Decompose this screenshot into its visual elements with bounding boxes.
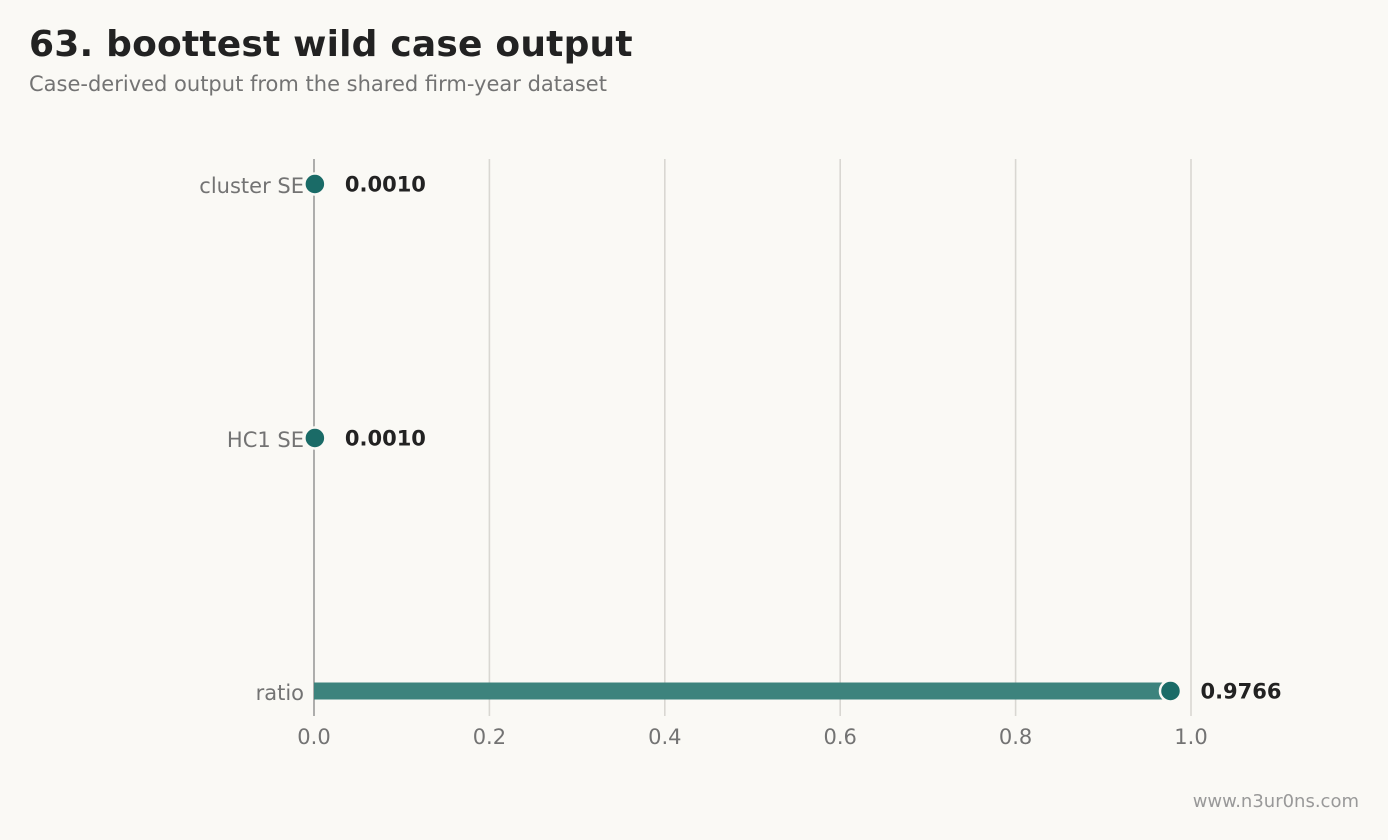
data-label: 0.9766 <box>1200 680 1281 704</box>
footer-credit: www.n3ur0ns.com <box>1192 791 1359 812</box>
x-tick-label: 0.6 <box>823 725 856 749</box>
x-tick-label: 0.0 <box>297 725 330 749</box>
data-point <box>1158 679 1183 703</box>
labels: 0.0 0.2 0.4 0.6 0.8 1.0 cluster SE 0.0010 HC1 SE… <box>199 173 1281 750</box>
category-label: cluster SE <box>199 174 304 198</box>
x-tick-label: 1.0 <box>1174 725 1207 749</box>
x-tick-label: 0.4 <box>648 725 681 749</box>
x-tick-label: 0.8 <box>999 725 1032 749</box>
data-point <box>303 426 327 450</box>
bars <box>303 172 1183 703</box>
data-label: 0.0010 <box>345 173 426 197</box>
chart-title: 63. boottest wild case output <box>29 24 633 65</box>
category-label: HC1 SE <box>227 428 304 452</box>
chart-subtitle: Case-derived output from the shared firm… <box>29 72 607 96</box>
data-label: 0.0010 <box>345 427 426 451</box>
x-tick-label: 0.2 <box>473 725 506 749</box>
bar <box>314 682 1171 700</box>
category-label: ratio <box>256 681 304 705</box>
grid-lines <box>488 159 1192 716</box>
data-point <box>303 172 327 196</box>
